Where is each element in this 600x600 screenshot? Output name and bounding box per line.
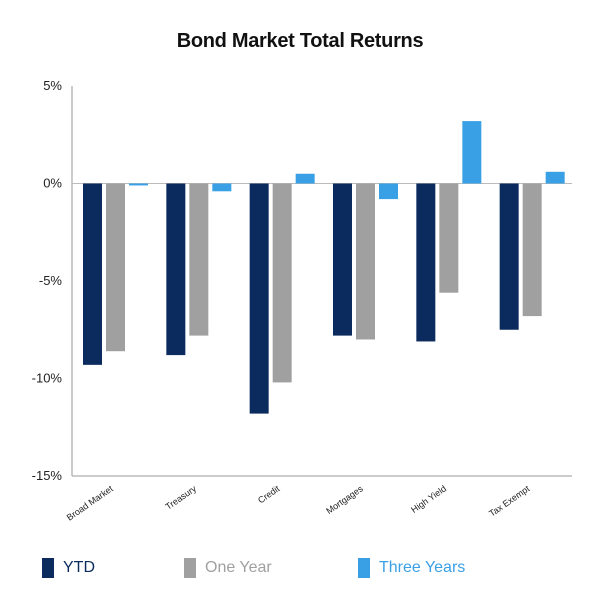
legend-label: One Year [205, 559, 272, 576]
bar [295, 173, 315, 184]
legend-item: One Year [184, 558, 272, 578]
bar [129, 183, 148, 186]
bar [249, 183, 269, 414]
x-tick-label: Credit [256, 483, 282, 505]
x-tick-label: Tax Exempt [487, 483, 532, 518]
y-tick-label: -10% [32, 371, 63, 386]
legend-item: YTD [42, 558, 95, 578]
x-tick-label: Mortgages [324, 483, 365, 516]
x-tick-label: Broad Market [65, 483, 115, 522]
bar [333, 183, 352, 336]
bars [83, 121, 565, 414]
bar [212, 183, 232, 192]
x-tick-label: High Yield [409, 483, 448, 514]
bar [189, 183, 209, 336]
x-tick-labels: Broad Market Treasury Credit Mortgages High … [65, 483, 532, 522]
legend-item: Three Years [358, 558, 465, 578]
bar [545, 171, 565, 184]
bar [166, 183, 186, 356]
bar [522, 183, 542, 317]
x-tick-label: Treasury [164, 483, 199, 512]
bar [106, 183, 125, 352]
y-tick-label: -15% [32, 468, 63, 483]
y-tick-label: -5% [39, 273, 63, 288]
bar [379, 183, 398, 200]
legend-label: Three Years [379, 559, 466, 576]
bar [439, 183, 459, 293]
bar [416, 183, 436, 342]
chart-title: Bond Market Total Returns [176, 30, 424, 52]
legend-swatch [358, 558, 370, 578]
bar [356, 183, 375, 340]
bar [272, 183, 292, 383]
bar [83, 183, 102, 365]
legend-label: YTD [63, 559, 95, 576]
legend-swatch [42, 558, 54, 578]
legend: YTD One Year Three Years [0, 558, 600, 582]
y-tick-labels: 5% 0% -5% -10% -15% [32, 78, 63, 483]
axes [71, 86, 572, 477]
bar [462, 121, 482, 184]
bar [499, 183, 519, 330]
legend-swatch [184, 558, 196, 578]
y-tick-label: 0% [43, 176, 62, 191]
y-tick-label: 5% [43, 78, 62, 93]
